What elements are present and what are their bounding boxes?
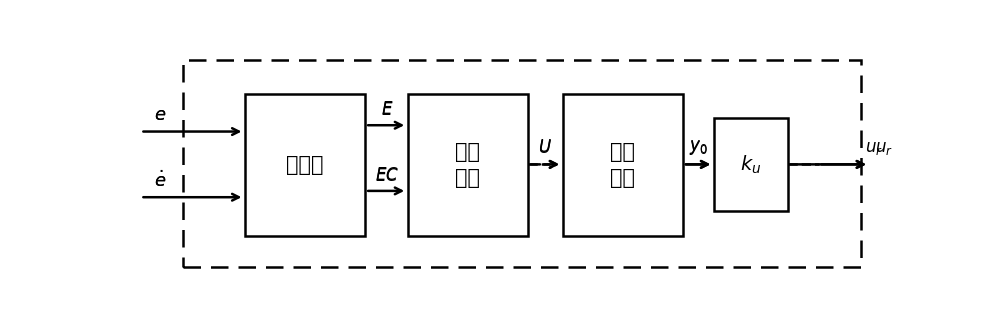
- Bar: [408, 94, 528, 236]
- Text: $u_r$: $u_r$: [875, 139, 893, 157]
- Text: $U$: $U$: [538, 138, 552, 156]
- Text: 模糊
判决: 模糊 判决: [610, 142, 635, 188]
- Text: $E$: $E$: [381, 101, 393, 119]
- Text: $EC$: $EC$: [375, 167, 399, 185]
- Bar: [714, 118, 788, 211]
- Text: $y_0$: $y_0$: [689, 138, 708, 156]
- Text: $e$: $e$: [154, 106, 166, 124]
- Bar: [563, 94, 683, 236]
- Text: $y_0$: $y_0$: [689, 139, 708, 157]
- Text: $\dot{e}$: $\dot{e}$: [154, 171, 166, 192]
- Text: $\dot{e}$: $\dot{e}$: [154, 171, 166, 191]
- Text: $e$: $e$: [154, 106, 166, 124]
- Bar: [183, 60, 861, 267]
- Text: 模糊
推理: 模糊 推理: [455, 142, 480, 188]
- Text: $k_u$: $k_u$: [740, 153, 761, 175]
- Text: $u_r$: $u_r$: [865, 139, 883, 157]
- Text: $U$: $U$: [538, 139, 552, 157]
- Bar: [245, 94, 365, 236]
- Text: 模糊化: 模糊化: [286, 155, 324, 175]
- Text: $E$: $E$: [381, 100, 393, 118]
- Text: $EC$: $EC$: [375, 166, 399, 184]
